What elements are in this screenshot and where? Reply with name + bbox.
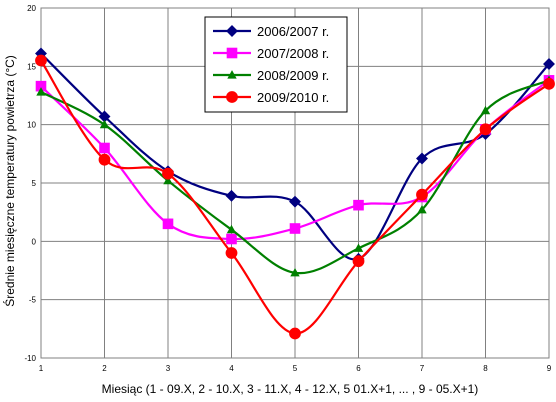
x-tick-label: 7 bbox=[420, 364, 425, 373]
x-tick-label: 1 bbox=[39, 364, 44, 373]
y-tick-label: 0 bbox=[32, 237, 37, 246]
legend-marker bbox=[226, 25, 238, 37]
legend-label: 2009/2010 r. bbox=[257, 90, 329, 105]
data-point bbox=[226, 233, 237, 245]
x-tick-label: 2 bbox=[102, 364, 107, 373]
data-point bbox=[289, 327, 301, 340]
y-tick-label: 20 bbox=[27, 4, 36, 13]
data-point bbox=[36, 87, 46, 96]
data-point bbox=[416, 152, 428, 165]
data-point bbox=[289, 223, 301, 234]
legend-item: 2008/2009 r. bbox=[213, 68, 329, 83]
x-tick-label: 9 bbox=[547, 364, 552, 373]
y-axis-label: Średnie miesięczne temperatury powietrza… bbox=[2, 55, 17, 307]
x-tick-label: 8 bbox=[483, 364, 488, 373]
legend-label: 2007/2008 r. bbox=[257, 46, 329, 61]
data-point bbox=[35, 54, 47, 67]
y-tick-label: 5 bbox=[32, 179, 37, 188]
x-tick-label: 4 bbox=[229, 364, 234, 373]
legend-item: 2006/2007 r. bbox=[213, 24, 329, 39]
data-point bbox=[353, 243, 364, 252]
series-3 bbox=[36, 75, 554, 277]
data-point bbox=[99, 142, 110, 154]
legend-marker bbox=[226, 91, 238, 103]
data-point bbox=[417, 204, 427, 214]
data-point bbox=[353, 199, 364, 211]
data-point bbox=[480, 105, 491, 115]
data-point bbox=[479, 123, 492, 136]
y-tick-label: -10 bbox=[24, 354, 36, 363]
data-point bbox=[290, 267, 300, 277]
legend-item: 2009/2010 r. bbox=[213, 90, 329, 105]
legend-marker bbox=[227, 70, 237, 79]
legend: 2006/2007 r. 2007/2008 r. 2008/2009 r. 2009… bbox=[204, 16, 348, 113]
y-tick-label: 15 bbox=[27, 62, 36, 71]
data-point bbox=[543, 77, 555, 90]
data-point bbox=[416, 188, 428, 201]
data-point bbox=[226, 224, 237, 234]
legend-marker bbox=[226, 47, 238, 59]
series-group bbox=[35, 47, 555, 340]
x-axis-label: Miesiąc (1 - 09.X, 2 - 10.X, 3 - 11.X, 4… bbox=[102, 382, 479, 396]
legend-label: 2008/2009 r. bbox=[257, 68, 329, 83]
data-point bbox=[352, 255, 365, 268]
data-point bbox=[543, 58, 555, 70]
data-point bbox=[162, 218, 174, 230]
series-4 bbox=[35, 54, 555, 340]
data-point bbox=[225, 189, 238, 202]
x-tick-label: 6 bbox=[356, 364, 361, 373]
data-point bbox=[162, 167, 174, 180]
data-point bbox=[163, 175, 173, 185]
data-point bbox=[99, 119, 110, 129]
data-point bbox=[225, 247, 238, 259]
x-tick-label: 3 bbox=[166, 364, 171, 373]
y-tick-label: -5 bbox=[29, 296, 37, 305]
data-point bbox=[98, 153, 111, 166]
y-tick-label: 10 bbox=[27, 121, 36, 130]
legend-item: 2007/2008 r. bbox=[213, 46, 329, 61]
x-tick-label: 5 bbox=[293, 364, 298, 373]
tick-labels: -10 -5 0 5 10 15 20 1 2 3 4 5 6 7 8 9 bbox=[24, 4, 551, 373]
data-point bbox=[289, 195, 301, 208]
legend-label: 2006/2007 r. bbox=[257, 24, 329, 39]
